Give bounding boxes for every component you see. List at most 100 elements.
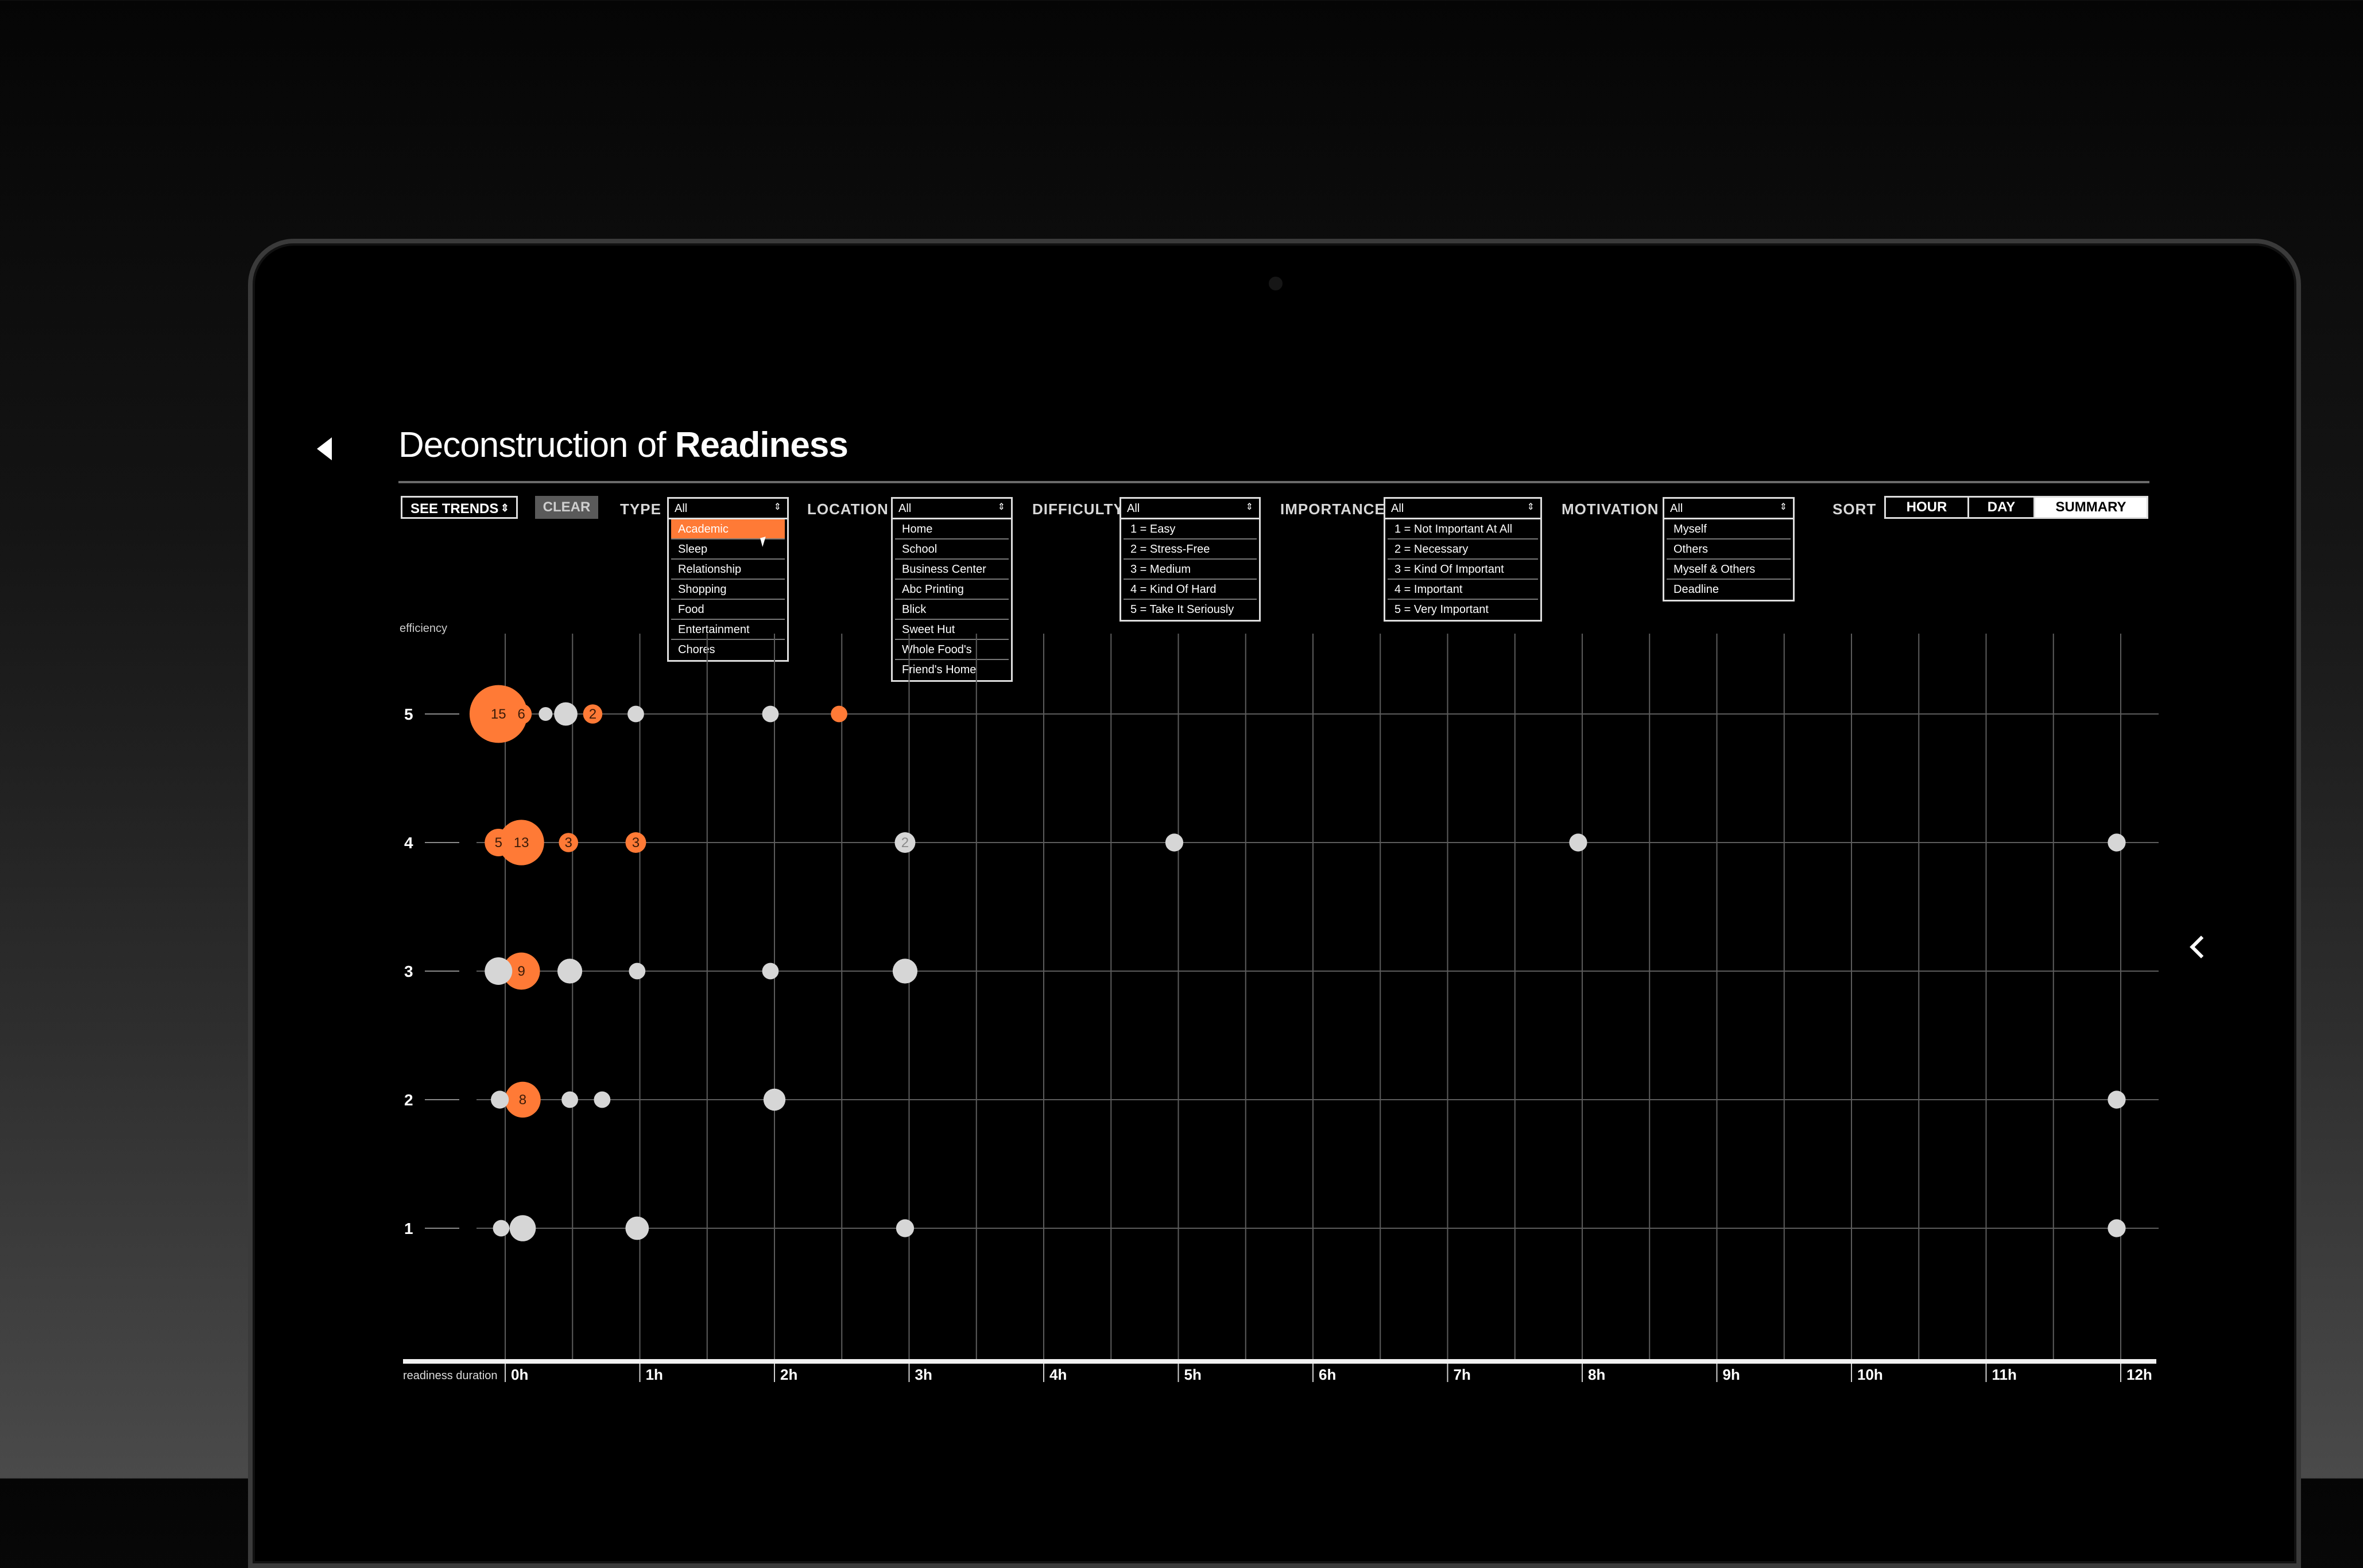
importance-select[interactable]: All ⇕: [1385, 499, 1540, 519]
location-option[interactable]: School: [895, 540, 1009, 560]
bubble-count-label: 5: [495, 835, 502, 851]
location-option[interactable]: Abc Printing: [895, 580, 1009, 600]
data-bubble: [625, 1216, 649, 1240]
sort-label: SORT: [1833, 500, 1877, 518]
motivation-dropdown[interactable]: All ⇕ Myself Others Myself & Others Deadl…: [1663, 497, 1795, 601]
location-label: LOCATION: [807, 500, 889, 518]
x-tick-label: 3h: [915, 1366, 932, 1383]
motivation-option[interactable]: Myself & Others: [1667, 560, 1791, 580]
bubble-count-label: 3: [565, 835, 572, 851]
x-tick-label: 4h: [1049, 1366, 1067, 1383]
location-option[interactable]: Business Center: [895, 560, 1009, 580]
y-axis-title: efficiency: [400, 622, 448, 635]
type-option[interactable]: Chores: [678, 643, 715, 656]
y-tick-label: 1: [404, 1220, 413, 1237]
difficulty-select[interactable]: All ⇕: [1121, 499, 1259, 519]
data-bubble: [762, 705, 779, 723]
location-selected-value: All: [898, 502, 912, 515]
data-bubble: [557, 958, 583, 984]
motivation-option[interactable]: Myself: [1667, 519, 1791, 540]
sort-arrows-icon: ⇕: [997, 502, 1005, 512]
data-bubble: [1165, 833, 1184, 852]
y-tick-label: 4: [404, 834, 413, 852]
location-option[interactable]: Blick: [895, 600, 1009, 620]
location-option[interactable]: Whole Food's: [895, 640, 1009, 660]
page-title: Deconstruction of Readiness: [398, 425, 849, 465]
location-option[interactable]: Friend's Home: [902, 663, 977, 676]
data-bubble: [469, 685, 528, 743]
x-tick-label: 2h: [780, 1366, 797, 1383]
bubble-count-label: 9: [517, 964, 525, 979]
location-option[interactable]: Home: [895, 519, 1009, 540]
see-trends-label: SEE TRENDS: [410, 501, 499, 517]
difficulty-option[interactable]: 5 = Take It Seriously: [1130, 603, 1234, 616]
sort-arrows-icon: ⇕: [1527, 502, 1535, 512]
clear-button[interactable]: CLEAR: [535, 496, 598, 519]
laptop-frame: Deconstruction of Readiness SEE TRENDS ⇕…: [248, 239, 2301, 1568]
sort-day-button[interactable]: DAY: [1969, 498, 2035, 517]
data-bubble: [498, 820, 544, 865]
data-bubble: [505, 1081, 541, 1118]
bubble-count-label: 3: [632, 835, 640, 851]
x-tick-label: 11h: [1992, 1366, 2017, 1383]
difficulty-dropdown[interactable]: All ⇕ 1 = Easy 2 = Stress-Free 3 = Medium…: [1119, 497, 1261, 622]
data-bubble: [2108, 1219, 2126, 1237]
type-select[interactable]: All ⇕: [669, 499, 787, 519]
sort-arrows-icon: ⇕: [773, 502, 781, 512]
data-bubble: [511, 704, 532, 724]
x-axis-title: readiness duration: [403, 1369, 498, 1382]
importance-label: IMPORTANCE: [1280, 500, 1385, 518]
difficulty-option[interactable]: 1 = Easy: [1124, 519, 1257, 540]
data-bubble: [625, 832, 646, 853]
data-bubble: [831, 705, 847, 723]
title-divider: [398, 481, 2149, 483]
type-option[interactable]: Shopping: [671, 580, 785, 600]
bubble-count-label: 13: [514, 835, 529, 851]
sort-arrows-icon: ⇕: [1779, 502, 1787, 512]
type-option[interactable]: Entertainment: [671, 620, 785, 640]
type-option[interactable]: Sleep: [671, 540, 785, 560]
importance-option[interactable]: 3 = Kind Of Important: [1388, 560, 1538, 580]
type-option[interactable]: Academic: [671, 519, 785, 540]
data-bubble: [491, 1090, 509, 1109]
bubble-count-label: 2: [589, 707, 596, 722]
type-selected-value: All: [675, 502, 688, 515]
data-bubble: [509, 1215, 536, 1241]
type-option[interactable]: Food: [671, 600, 785, 620]
see-trends-button[interactable]: SEE TRENDS ⇕: [401, 496, 518, 519]
y-tick-label: 2: [404, 1091, 413, 1109]
location-option[interactable]: Sweet Hut: [895, 620, 1009, 640]
importance-option[interactable]: 2 = Necessary: [1388, 540, 1538, 560]
sort-toggle: HOUR DAY SUMMARY: [1884, 496, 2148, 519]
difficulty-option[interactable]: 4 = Kind Of Hard: [1124, 580, 1257, 600]
type-option[interactable]: Relationship: [671, 560, 785, 580]
data-bubble: [762, 962, 779, 980]
data-bubble: [493, 1220, 510, 1237]
motivation-select[interactable]: All ⇕: [1664, 499, 1793, 519]
sort-hour-button[interactable]: HOUR: [1886, 498, 1969, 517]
type-dropdown[interactable]: All ⇕ Academic Sleep Relationship Shoppin…: [667, 497, 789, 662]
app-screen: Deconstruction of Readiness SEE TRENDS ⇕…: [253, 243, 2296, 1483]
difficulty-option[interactable]: 2 = Stress-Free: [1124, 540, 1257, 560]
motivation-option[interactable]: Deadline: [1674, 583, 1719, 596]
page-title-light: Deconstruction of: [398, 425, 675, 465]
type-label: TYPE: [620, 500, 661, 518]
importance-option[interactable]: 1 = Not Important At All: [1388, 519, 1538, 540]
location-select[interactable]: All ⇕: [893, 499, 1011, 519]
difficulty-selected-value: All: [1127, 502, 1140, 515]
data-bubble: [485, 957, 513, 985]
y-tick-label: 3: [404, 962, 413, 980]
importance-option[interactable]: 4 = Important: [1388, 580, 1538, 600]
data-bubble: [896, 1219, 915, 1237]
motivation-selected-value: All: [1670, 502, 1683, 515]
bubble-count-label: 15: [491, 707, 506, 722]
location-dropdown[interactable]: All ⇕ Home School Business Center Abc Pri…: [891, 497, 1013, 682]
motivation-option[interactable]: Others: [1667, 540, 1791, 560]
x-tick-label: 5h: [1184, 1366, 1202, 1383]
sort-summary-button[interactable]: SUMMARY: [2035, 498, 2147, 517]
importance-dropdown[interactable]: All ⇕ 1 = Not Important At All 2 = Necess…: [1384, 497, 1542, 622]
importance-option[interactable]: 5 = Very Important: [1394, 603, 1489, 616]
back-arrow-icon[interactable]: [317, 437, 332, 460]
difficulty-option[interactable]: 3 = Medium: [1124, 560, 1257, 580]
